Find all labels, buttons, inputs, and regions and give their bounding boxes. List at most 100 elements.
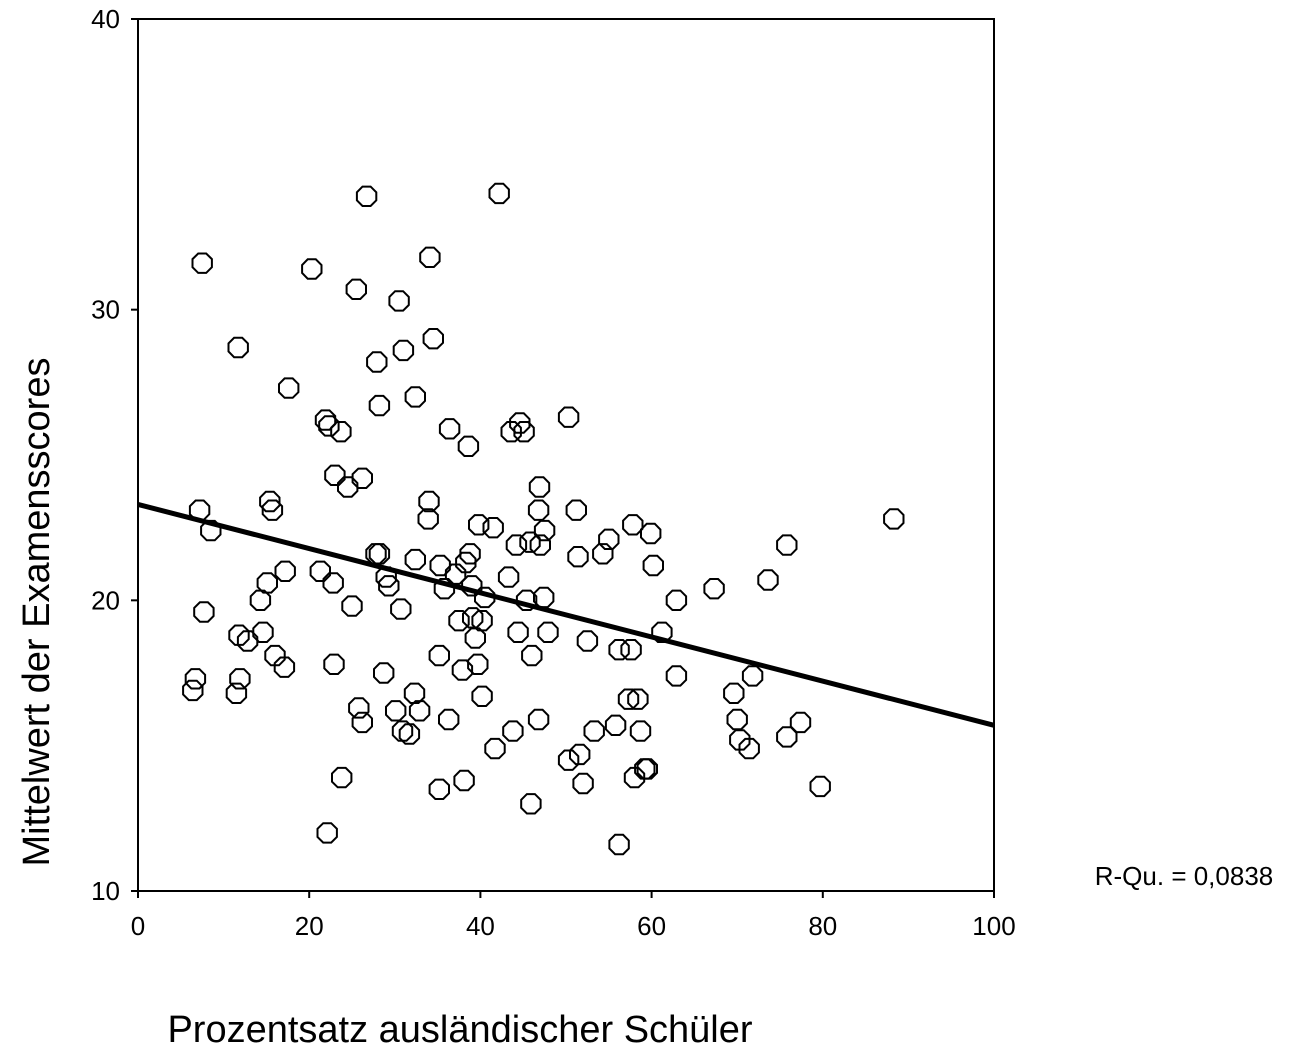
data-point — [398, 723, 421, 745]
data-point — [455, 551, 477, 574]
data-point — [461, 575, 483, 597]
data-point — [565, 499, 587, 521]
data-point — [309, 560, 331, 582]
data-point — [193, 601, 215, 623]
data-point — [592, 543, 614, 565]
data-point — [368, 543, 391, 565]
data-point — [408, 700, 431, 722]
data-point — [278, 377, 300, 399]
data-point — [557, 749, 580, 771]
data-point — [227, 336, 249, 359]
data-point — [467, 653, 489, 675]
data-point — [572, 772, 594, 795]
data-point — [388, 290, 410, 312]
data-point — [622, 514, 644, 536]
data-point — [182, 679, 204, 702]
data-point — [464, 627, 486, 649]
data-point — [640, 522, 662, 545]
data-point — [468, 514, 490, 536]
data-point — [438, 418, 461, 440]
data-point — [459, 543, 481, 565]
data-point — [422, 328, 444, 350]
data-point — [665, 665, 688, 687]
data-point — [608, 639, 630, 661]
data-point — [723, 682, 745, 704]
data-point — [256, 572, 278, 594]
data-point — [348, 697, 370, 719]
data-point — [252, 621, 274, 643]
data-point — [665, 589, 688, 611]
data-point — [301, 258, 323, 280]
data-point — [484, 737, 506, 760]
data-point — [184, 668, 207, 690]
regression-line-group — [137, 501, 995, 728]
data-point — [323, 653, 345, 675]
data-point — [373, 662, 395, 684]
data-point — [488, 182, 510, 205]
data-point — [513, 421, 535, 443]
data-point — [500, 421, 522, 443]
data-point — [451, 659, 474, 681]
data-point — [623, 766, 646, 789]
data-point — [576, 630, 599, 652]
data-point — [537, 621, 559, 643]
data-point — [228, 624, 250, 646]
data-point — [627, 688, 649, 710]
data-point — [741, 665, 764, 687]
data-point — [322, 572, 344, 594]
data-point — [236, 630, 259, 652]
data-point — [341, 595, 363, 617]
data-point — [502, 720, 524, 742]
data-point — [438, 708, 460, 731]
data-point — [528, 476, 551, 498]
data-point — [520, 793, 542, 815]
data-point — [229, 668, 251, 690]
data-point — [482, 517, 504, 539]
data-point — [527, 708, 550, 731]
data-point — [703, 578, 725, 600]
data-point — [557, 406, 580, 428]
regression-line — [137, 501, 995, 728]
data-point — [567, 546, 589, 568]
data-point — [314, 409, 337, 431]
data-point — [507, 621, 529, 643]
data-point — [598, 528, 620, 550]
data-point — [351, 711, 373, 734]
data-point — [726, 708, 748, 731]
data-point — [368, 394, 391, 417]
data-point — [448, 610, 470, 632]
data-points — [182, 182, 905, 856]
data-point — [351, 467, 373, 489]
data-point — [428, 778, 450, 800]
data-point — [378, 575, 400, 597]
y-tick-label: 40 — [91, 4, 120, 34]
data-point — [604, 714, 627, 736]
data-point — [527, 499, 550, 521]
data-point — [392, 339, 415, 362]
data-point — [444, 563, 467, 585]
data-point — [419, 246, 441, 268]
data-point — [385, 700, 407, 722]
x-axis: 0 20 40 60 80 100 — [131, 891, 1016, 941]
y-tick-label: 10 — [91, 876, 120, 906]
data-point — [274, 560, 296, 582]
data-point — [330, 421, 352, 443]
data-point — [617, 688, 640, 710]
plot-frame — [137, 18, 995, 892]
r-squared-annotation: R-Qu. = 0,0838 — [1095, 861, 1274, 891]
y-tick-label: 20 — [91, 585, 120, 615]
data-point — [521, 644, 543, 667]
data-point — [191, 252, 213, 274]
data-point — [404, 386, 426, 408]
data-point — [428, 644, 450, 667]
data-point — [776, 534, 798, 556]
data-point — [331, 766, 353, 789]
data-point — [225, 682, 248, 704]
x-tick-label: 80 — [808, 911, 837, 941]
data-point — [809, 775, 831, 798]
data-point — [505, 534, 528, 556]
data-point — [738, 737, 760, 760]
x-tick-label: 0 — [131, 911, 145, 941]
data-point — [264, 644, 286, 667]
data-point — [533, 519, 556, 542]
